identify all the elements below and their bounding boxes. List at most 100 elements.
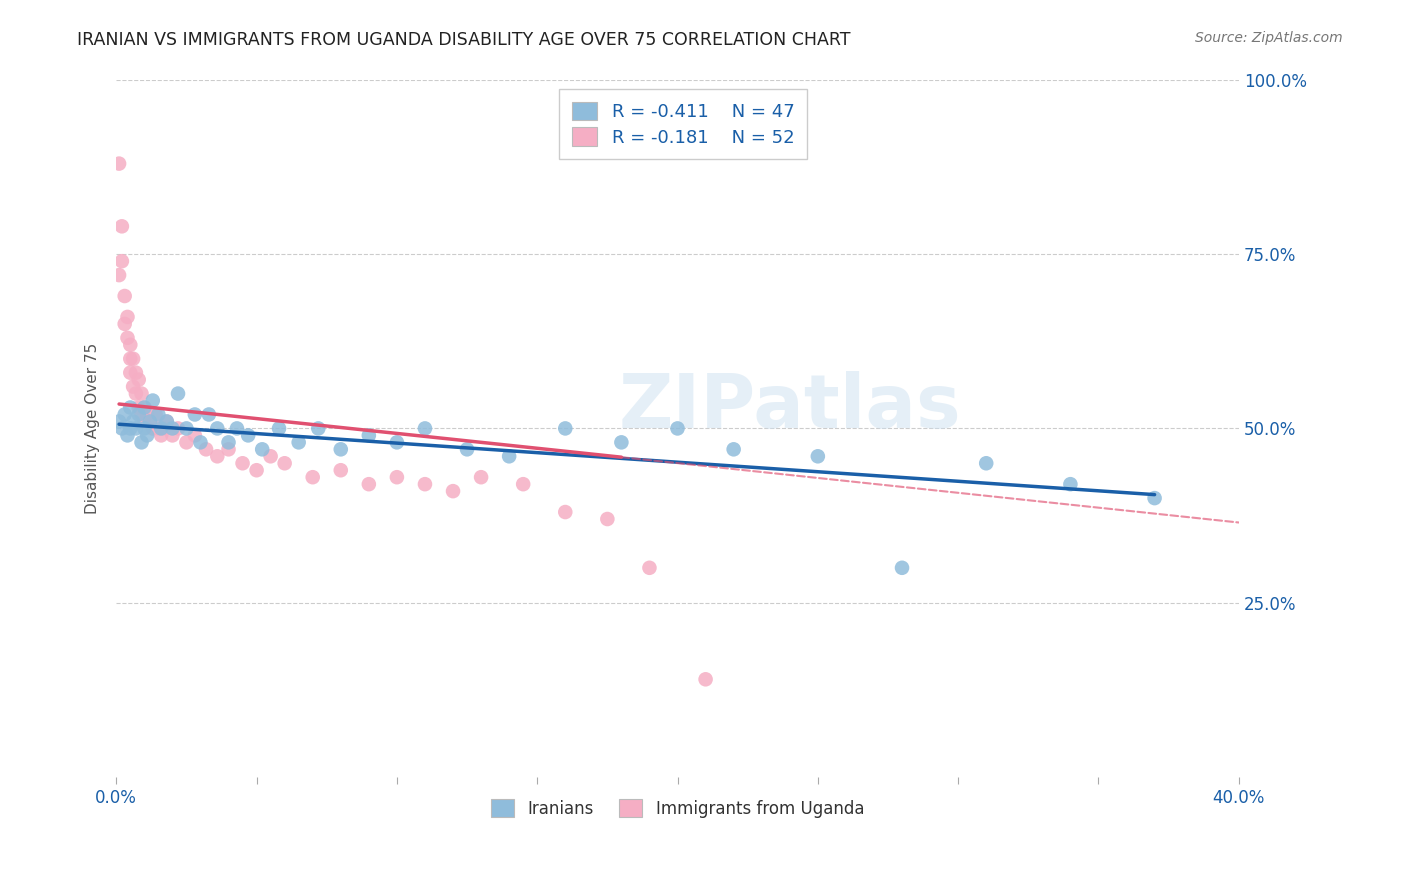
- Point: [974, 456, 997, 470]
- Point: [357, 428, 380, 442]
- Point: [385, 470, 408, 484]
- Point: [218, 435, 240, 450]
- Point: [136, 428, 159, 442]
- Point: [120, 401, 142, 415]
- Point: [125, 366, 148, 380]
- Point: [807, 450, 830, 464]
- Point: [114, 408, 136, 422]
- Point: [156, 414, 179, 428]
- Point: [125, 421, 148, 435]
- Point: [512, 477, 534, 491]
- Point: [117, 331, 139, 345]
- Point: [139, 414, 162, 428]
- Point: [111, 219, 134, 234]
- Point: [111, 421, 134, 435]
- Point: [134, 401, 156, 415]
- Point: [238, 428, 260, 442]
- Point: [131, 435, 153, 450]
- Point: [184, 428, 207, 442]
- Point: [176, 435, 198, 450]
- Point: [142, 421, 165, 435]
- Point: [122, 414, 145, 428]
- Point: [190, 435, 212, 450]
- Point: [117, 428, 139, 442]
- Point: [195, 442, 218, 457]
- Point: [456, 442, 478, 457]
- Point: [329, 463, 352, 477]
- Point: [162, 421, 184, 435]
- Point: [162, 428, 184, 442]
- Point: [136, 408, 159, 422]
- Point: [108, 414, 131, 428]
- Point: [122, 379, 145, 393]
- Point: [695, 673, 717, 687]
- Point: [111, 254, 134, 268]
- Point: [723, 442, 745, 457]
- Point: [207, 450, 229, 464]
- Point: [117, 310, 139, 324]
- Y-axis label: Disability Age Over 75: Disability Age Over 75: [86, 343, 100, 514]
- Point: [134, 414, 156, 428]
- Point: [301, 470, 323, 484]
- Point: [207, 421, 229, 435]
- Point: [666, 421, 689, 435]
- Point: [108, 268, 131, 282]
- Point: [638, 561, 661, 575]
- Text: IRANIAN VS IMMIGRANTS FROM UGANDA DISABILITY AGE OVER 75 CORRELATION CHART: IRANIAN VS IMMIGRANTS FROM UGANDA DISABI…: [77, 31, 851, 49]
- Point: [307, 421, 329, 435]
- Point: [134, 421, 156, 435]
- Point: [226, 421, 249, 435]
- Point: [153, 421, 176, 435]
- Point: [128, 373, 150, 387]
- Point: [232, 456, 254, 470]
- Point: [120, 338, 142, 352]
- Point: [1143, 491, 1166, 505]
- Point: [357, 477, 380, 491]
- Point: [554, 505, 576, 519]
- Point: [273, 456, 295, 470]
- Point: [554, 421, 576, 435]
- Point: [134, 401, 156, 415]
- Point: [145, 408, 167, 422]
- Point: [176, 421, 198, 435]
- Point: [114, 317, 136, 331]
- Point: [120, 421, 142, 435]
- Text: Source: ZipAtlas.com: Source: ZipAtlas.com: [1195, 31, 1343, 45]
- Point: [128, 401, 150, 415]
- Point: [150, 421, 173, 435]
- Point: [167, 421, 190, 435]
- Point: [184, 408, 207, 422]
- Point: [150, 428, 173, 442]
- Point: [122, 351, 145, 366]
- Point: [385, 435, 408, 450]
- Point: [1059, 477, 1081, 491]
- Point: [498, 450, 520, 464]
- Point: [610, 435, 633, 450]
- Point: [329, 442, 352, 457]
- Point: [120, 351, 142, 366]
- Point: [250, 442, 273, 457]
- Point: [413, 421, 436, 435]
- Point: [125, 386, 148, 401]
- Point: [128, 408, 150, 422]
- Point: [131, 386, 153, 401]
- Point: [259, 450, 281, 464]
- Point: [120, 366, 142, 380]
- Point: [139, 414, 162, 428]
- Point: [245, 463, 267, 477]
- Point: [108, 156, 131, 170]
- Point: [470, 470, 492, 484]
- Point: [142, 393, 165, 408]
- Point: [148, 408, 170, 422]
- Point: [441, 484, 464, 499]
- Point: [148, 421, 170, 435]
- Legend: Iranians, Immigrants from Uganda: Iranians, Immigrants from Uganda: [484, 793, 870, 824]
- Point: [156, 414, 179, 428]
- Point: [131, 408, 153, 422]
- Point: [596, 512, 619, 526]
- Point: [114, 289, 136, 303]
- Point: [218, 442, 240, 457]
- Point: [267, 421, 290, 435]
- Point: [167, 386, 190, 401]
- Point: [891, 561, 914, 575]
